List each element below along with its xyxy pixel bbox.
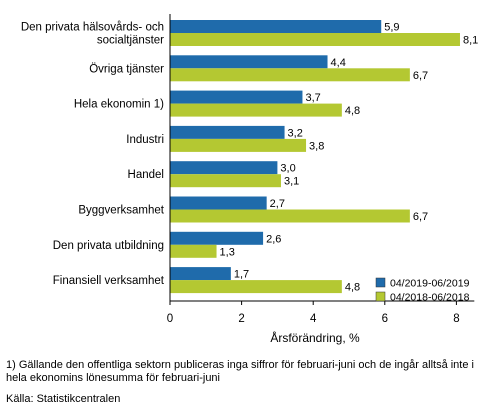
data-label: 5,9: [384, 22, 399, 34]
category-label: socialtjänster: [97, 35, 164, 47]
category-label: Hela ekonomin 1): [74, 99, 164, 111]
data-label: 8,1: [463, 35, 478, 47]
source-note: Källa: Statistikcentralen: [6, 393, 121, 405]
data-label: 4,8: [345, 282, 360, 294]
bar-chart: 5,9 8,1 Den privata hälsovårds- ochsocialt…: [21, 14, 478, 345]
data-label: 6,7: [413, 211, 428, 223]
bar-series1: [170, 161, 278, 175]
data-label: 3,1: [284, 176, 299, 188]
data-label: 3,2: [288, 127, 303, 139]
bar-series2: [170, 138, 307, 152]
category-label: Byggverksamhet: [78, 205, 164, 217]
legend-swatch: [375, 291, 386, 302]
x-tick-label: 2: [238, 313, 244, 325]
data-label: 3,7: [305, 92, 320, 104]
legend-swatch: [375, 277, 386, 288]
footnote: 1) Gällande den offentliga sektorn publi…: [6, 359, 474, 384]
data-label: 2,6: [266, 233, 281, 245]
category-label: Den privata utbildning: [53, 240, 164, 252]
data-label: 1,7: [234, 269, 249, 281]
bar-series1: [170, 125, 285, 139]
data-label: 1,3: [220, 246, 235, 258]
category-label: Industri: [126, 134, 164, 146]
bar-series1: [170, 90, 303, 104]
data-label: 3,0: [280, 163, 295, 175]
bar-series2: [170, 209, 410, 223]
data-label: 6,7: [413, 70, 428, 82]
category-label: Övriga tjänster: [89, 63, 164, 75]
x-tick-label: 6: [382, 313, 388, 325]
data-label: 4,8: [345, 105, 360, 117]
x-tick-label: 8: [453, 313, 459, 325]
category-label: Handel: [128, 169, 164, 181]
bar-series2: [170, 68, 410, 82]
bar-series2: [170, 103, 342, 117]
bar-series2: [170, 174, 281, 188]
x-axis-title: Årsförändring, %: [270, 330, 360, 345]
legend-label: 04/2018-06/2018: [390, 292, 470, 304]
data-label: 4,4: [331, 57, 346, 69]
bar-series2: [170, 33, 460, 46]
bar-series2: [170, 280, 342, 294]
data-label: 2,7: [270, 198, 285, 210]
x-tick-label: 4: [310, 313, 317, 325]
x-tick-label: 0: [167, 313, 173, 325]
legend-label: 04/2019-06/2019: [390, 278, 470, 290]
data-label: 3,8: [309, 140, 324, 152]
category-label: Den privata hälsovårds- och: [21, 22, 164, 34]
bar-series1: [170, 55, 328, 69]
bar-series1: [170, 267, 231, 281]
bar-series1: [170, 231, 264, 245]
bar-series1: [170, 20, 382, 33]
bar-series2: [170, 244, 217, 258]
category-label: Finansiell verksamhet: [53, 275, 165, 287]
bar-series1: [170, 196, 267, 210]
